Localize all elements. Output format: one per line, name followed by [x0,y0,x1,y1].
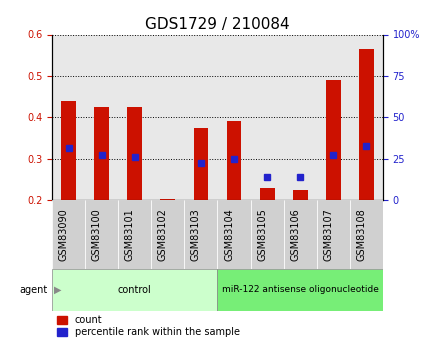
Bar [184,200,217,269]
Bar [94,107,109,200]
Text: GSM83090: GSM83090 [59,208,69,261]
Text: GSM83107: GSM83107 [322,208,332,261]
Bar [118,34,151,200]
Text: GSM83102: GSM83102 [158,208,168,261]
Bar [349,34,382,200]
Bar [184,34,217,200]
Bar [61,101,76,200]
Bar [358,49,373,200]
Bar [250,200,283,269]
Bar [259,188,274,200]
Text: miR-122 antisense oligonucleotide: miR-122 antisense oligonucleotide [221,285,378,294]
Bar [325,80,340,200]
Text: ▶: ▶ [54,285,62,295]
Text: GSM83101: GSM83101 [125,208,135,261]
Text: agent: agent [20,285,48,295]
Bar [349,200,382,269]
Bar [217,269,382,310]
Bar [226,121,241,200]
Bar [160,199,175,200]
Bar [52,200,85,269]
Bar [250,34,283,200]
Bar [283,200,316,269]
Text: GSM83105: GSM83105 [256,208,266,261]
Legend: count, percentile rank within the sample: count, percentile rank within the sample [57,315,239,337]
Text: control: control [118,285,151,295]
Bar [193,128,208,200]
Bar [316,200,349,269]
Bar [118,200,151,269]
Bar [316,34,349,200]
Bar [127,107,142,200]
Text: GSM83104: GSM83104 [224,208,233,261]
Title: GDS1729 / 210084: GDS1729 / 210084 [145,17,289,32]
Text: GSM83100: GSM83100 [92,208,102,261]
Bar [52,269,217,310]
Bar [85,200,118,269]
Bar [52,34,85,200]
Text: GSM83108: GSM83108 [355,208,365,261]
Bar [217,200,250,269]
Bar [217,34,250,200]
Text: GSM83106: GSM83106 [289,208,299,261]
Text: GSM83103: GSM83103 [191,208,201,261]
Bar [85,34,118,200]
Bar [151,34,184,200]
Bar [292,190,307,200]
Bar [151,200,184,269]
Bar [283,34,316,200]
